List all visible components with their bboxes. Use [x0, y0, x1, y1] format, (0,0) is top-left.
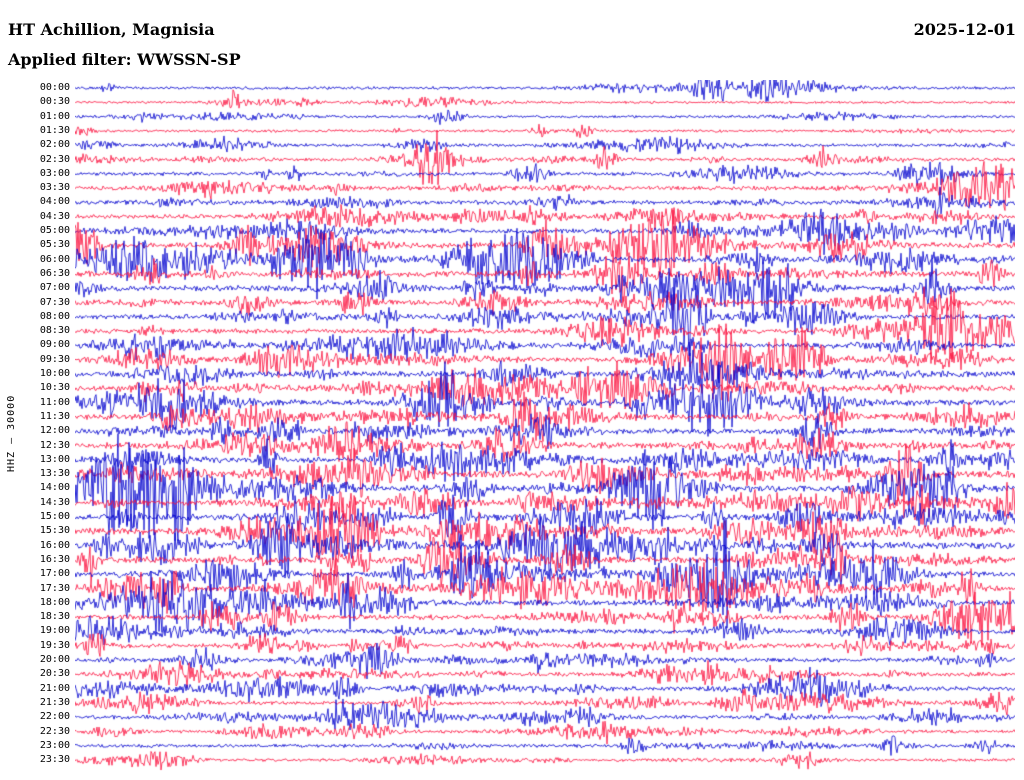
time-label: 12:30 [39, 439, 70, 451]
time-label: 13:00 [39, 453, 70, 465]
time-label: 09:30 [39, 353, 70, 365]
time-label: 23:00 [39, 739, 70, 751]
time-label: 17:30 [39, 582, 70, 594]
time-label: 18:30 [39, 611, 70, 623]
time-label: 22:30 [39, 725, 70, 737]
time-label: 16:00 [39, 539, 70, 551]
time-label: 01:00 [39, 110, 70, 122]
time-label: 11:00 [39, 396, 70, 408]
time-label: 12:00 [39, 425, 70, 437]
time-label: 23:30 [39, 754, 70, 766]
time-label: 00:00 [39, 82, 70, 93]
station-title: HT Achillion, Magnisia [8, 20, 215, 39]
time-label: 22:00 [39, 711, 70, 723]
time-label: 14:00 [39, 482, 70, 494]
time-label: 15:00 [39, 511, 70, 522]
time-label: 00:30 [39, 96, 70, 108]
record-date: 2025-12-01 [913, 20, 1016, 39]
time-label: 14:30 [39, 496, 70, 508]
applied-filter-label: Applied filter: WWSSN-SP [8, 50, 241, 69]
time-label: 10:30 [39, 382, 70, 394]
time-label: 01:30 [39, 124, 70, 136]
time-label: 04:00 [39, 196, 70, 208]
time-label: 03:00 [39, 167, 70, 179]
time-label: 02:30 [39, 153, 70, 165]
time-label: 17:00 [39, 568, 70, 580]
time-label: 15:30 [39, 525, 70, 537]
time-label: 02:00 [39, 139, 70, 151]
time-label: 13:30 [39, 468, 70, 480]
time-label: 19:00 [39, 625, 70, 637]
time-label: 21:30 [39, 696, 70, 708]
time-label: 09:00 [39, 339, 70, 351]
time-label: 06:00 [39, 253, 70, 265]
time-label: 05:30 [39, 239, 70, 251]
time-label: 07:00 [39, 282, 70, 294]
time-label: 06:30 [39, 267, 70, 279]
time-axis-labels: 00:00 00:30 01:00 01:30 02:00 02:30 03:00 03:30… [0, 0, 72, 780]
time-label: 05:00 [39, 225, 70, 236]
time-label: 19:30 [39, 639, 70, 651]
time-label: 03:30 [39, 182, 70, 194]
time-label: 20:00 [39, 654, 70, 665]
time-label: 10:00 [39, 368, 70, 379]
time-label: 16:30 [39, 553, 70, 565]
time-label: 07:30 [39, 296, 70, 308]
time-label: 08:30 [39, 325, 70, 337]
time-label: 18:00 [39, 596, 70, 608]
time-label: 20:30 [39, 668, 70, 680]
time-label: 04:30 [39, 210, 70, 222]
time-label: 21:00 [39, 682, 70, 694]
time-label: 11:30 [39, 410, 70, 422]
seismogram-traces [75, 80, 1015, 772]
time-label: 08:00 [39, 310, 70, 322]
